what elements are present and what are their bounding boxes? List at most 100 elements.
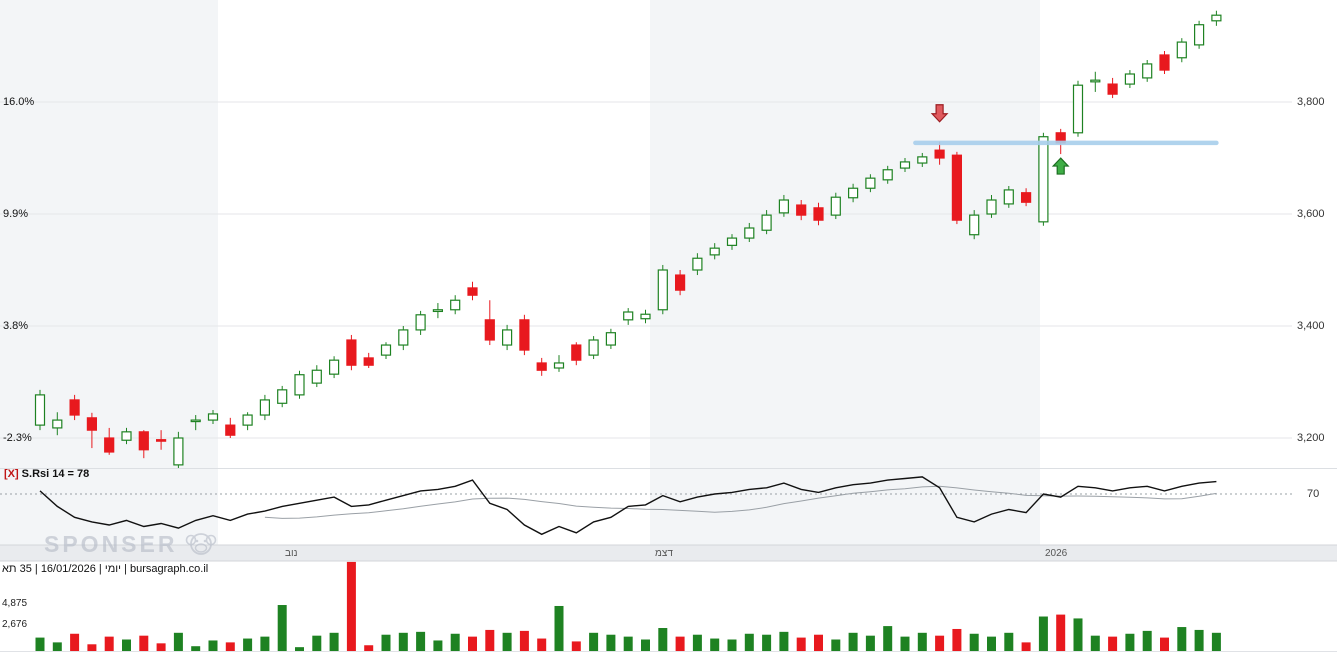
candle-body [1124,73,1136,85]
volume-bar [831,639,841,651]
candle-body [536,362,547,371]
volume-bar [1004,632,1014,651]
time-axis-label: 2026 [1045,548,1068,559]
rsi-remove-button[interactable]: [X] [4,468,19,480]
volume-axis-label: 2,676 [2,619,28,631]
candle-body [1142,63,1153,79]
candle-body [52,419,63,429]
candle-body [450,299,461,311]
candle-body [207,413,219,421]
candle-body [225,424,236,436]
candle-body [1193,24,1205,46]
time-axis-label: דצמ [655,548,673,559]
price-axis-label: 3,200 [1297,432,1325,444]
volume-bar [987,636,996,651]
candle-body [1020,192,1032,203]
candle-body [778,199,790,214]
volume-bar [589,632,599,651]
volume-bar [675,636,685,651]
arrow-up-annotation[interactable] [1051,157,1070,175]
volume-bar [710,638,720,651]
percent-axis-label: 9.9% [3,208,29,220]
candle-body [69,399,80,416]
volume-bar [814,634,823,651]
candle-body [1090,79,1101,83]
candle-body [398,329,409,346]
volume-bar [727,639,737,651]
volume-bar [779,631,789,651]
volume-bar [35,637,45,651]
candle-body [865,177,876,189]
volume-bar [935,635,945,651]
watermark-text: SPONSER [44,530,178,557]
volume-bar [416,631,426,651]
candle-body [623,311,634,321]
volume-bar [865,635,875,651]
volume-axis-label: 4,875 [2,598,28,610]
volume-bar [87,644,97,651]
candle-body [830,196,841,216]
volume-bar [537,638,547,651]
candle-body [329,359,340,375]
candle-body [847,187,859,199]
candle-body [588,339,599,356]
candle-body [899,161,911,169]
volume-bar [692,634,702,651]
watermark-monkey-logo [186,533,217,555]
volume-bar [312,635,322,651]
candle-body [796,204,807,216]
volume-bar [1038,616,1048,651]
candle-body [553,362,565,369]
candle-body [294,374,305,396]
volume-bar [519,630,529,651]
candle-body [467,287,478,296]
volume-bar [606,634,616,651]
rsi-line [39,476,1217,536]
candle-body [1003,189,1014,205]
volume-bar [433,640,443,651]
volume-bar [1108,636,1118,651]
watermark: SPONSER [44,529,218,559]
candle-body [121,431,132,441]
volume-bar [571,641,581,651]
volume-bar [70,633,80,651]
volume-bar [139,635,149,651]
candle-body [726,237,738,246]
candle-body [744,227,755,239]
volume-bar [277,605,287,651]
candle-body [951,154,963,221]
volume-bar [225,642,235,651]
candle-body [969,214,980,236]
candle-body [761,214,772,231]
rsi-indicator-label: S.Rsi 14 = 78 [21,468,90,480]
volume-bar [450,633,460,651]
volume-bar [1211,632,1221,651]
candle-body [104,437,115,453]
price-axis-label: 3,800 [1297,96,1325,108]
candle-body [173,437,184,466]
volume-bar [883,626,893,651]
candle-body [432,309,443,313]
candle-body [259,399,270,416]
volume-bar [658,628,668,651]
volume-bar [346,561,356,651]
volume-bar [156,643,166,651]
arrow-down-annotation[interactable] [930,104,949,123]
volume-bar [1021,642,1031,651]
volume-bar [969,633,979,651]
volume-bar [485,629,495,651]
volume-bar [381,634,391,651]
candle-body [882,169,893,181]
volume-bar [191,646,201,651]
volume-bar [848,632,858,651]
candle-body [156,439,167,442]
candle-body [657,269,668,311]
percent-axis-label: 16.0% [3,96,35,108]
volume-bar [243,638,253,651]
candle-body [1038,136,1049,223]
candle-body [674,274,686,291]
volume-bar [1160,637,1169,651]
volume-bar [641,639,650,651]
candle-body [415,314,426,331]
